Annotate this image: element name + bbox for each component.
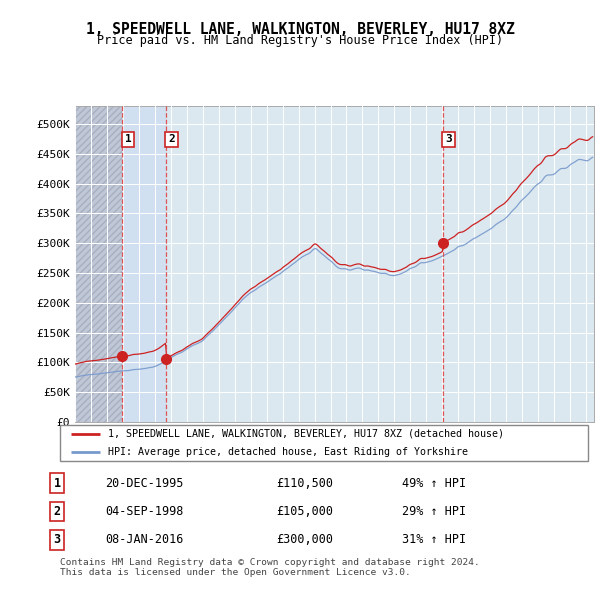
Text: Contains HM Land Registry data © Crown copyright and database right 2024.
This d: Contains HM Land Registry data © Crown c… xyxy=(60,558,480,577)
FancyBboxPatch shape xyxy=(60,425,588,461)
Text: 49% ↑ HPI: 49% ↑ HPI xyxy=(402,477,466,490)
Text: 2: 2 xyxy=(53,505,61,518)
Text: 1, SPEEDWELL LANE, WALKINGTON, BEVERLEY, HU17 8XZ (detached house): 1, SPEEDWELL LANE, WALKINGTON, BEVERLEY,… xyxy=(107,429,503,439)
Text: £110,500: £110,500 xyxy=(276,477,333,490)
Text: 1, SPEEDWELL LANE, WALKINGTON, BEVERLEY, HU17 8XZ: 1, SPEEDWELL LANE, WALKINGTON, BEVERLEY,… xyxy=(86,22,514,37)
Text: 1: 1 xyxy=(53,477,61,490)
Text: HPI: Average price, detached house, East Riding of Yorkshire: HPI: Average price, detached house, East… xyxy=(107,447,467,457)
Text: 3: 3 xyxy=(445,135,452,145)
Text: 04-SEP-1998: 04-SEP-1998 xyxy=(105,505,184,518)
Text: £105,000: £105,000 xyxy=(276,505,333,518)
Text: 2: 2 xyxy=(168,135,175,145)
Text: 31% ↑ HPI: 31% ↑ HPI xyxy=(402,533,466,546)
Text: 1: 1 xyxy=(125,135,131,145)
Text: 20-DEC-1995: 20-DEC-1995 xyxy=(105,477,184,490)
Bar xyxy=(122,106,166,422)
Text: £300,000: £300,000 xyxy=(276,533,333,546)
Bar xyxy=(75,106,122,422)
Text: Price paid vs. HM Land Registry's House Price Index (HPI): Price paid vs. HM Land Registry's House … xyxy=(97,34,503,47)
Text: 29% ↑ HPI: 29% ↑ HPI xyxy=(402,505,466,518)
Text: 3: 3 xyxy=(53,533,61,546)
Text: 08-JAN-2016: 08-JAN-2016 xyxy=(105,533,184,546)
